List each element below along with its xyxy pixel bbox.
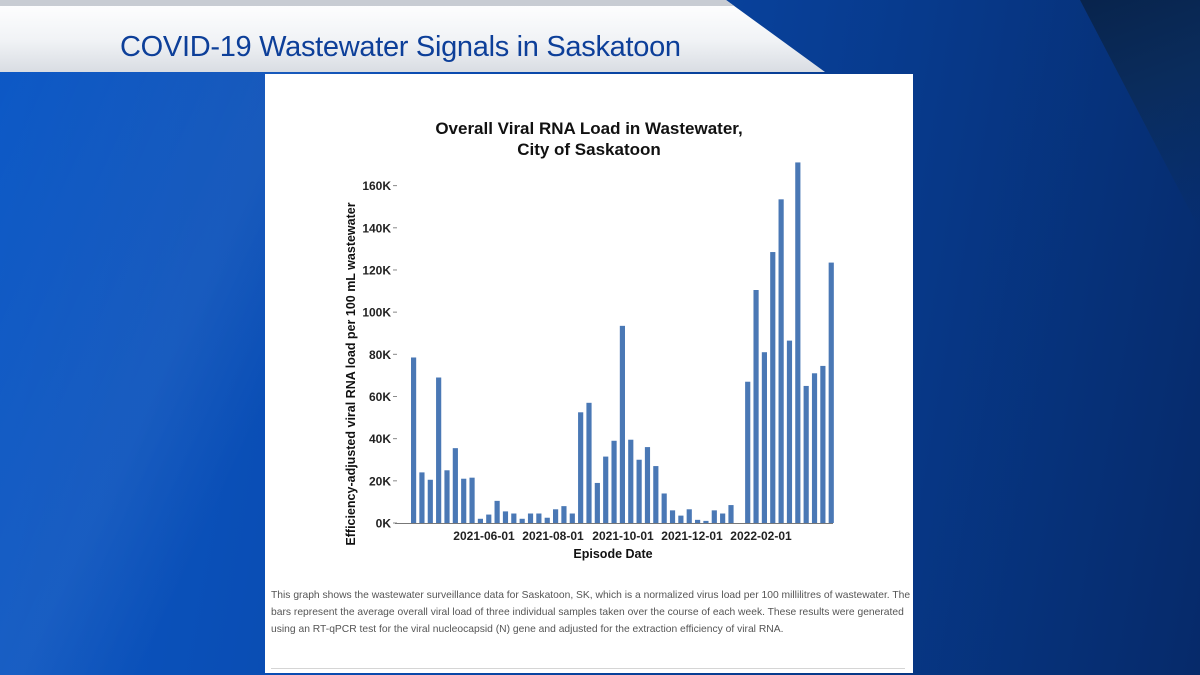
bar-13 <box>519 518 525 523</box>
bar-26 <box>628 439 634 523</box>
bar-38 <box>728 505 734 523</box>
bar-34 <box>695 519 701 523</box>
bar-7 <box>469 477 475 523</box>
bar-14 <box>527 513 534 523</box>
y-tick-label-0: 0K <box>376 517 392 531</box>
bar-5 <box>452 448 458 523</box>
bar-3 <box>436 377 442 523</box>
bar-48 <box>811 373 818 523</box>
bar-27 <box>636 459 642 523</box>
bar-17 <box>553 509 559 523</box>
bar-50 <box>828 262 834 523</box>
bar-28 <box>644 447 651 523</box>
y-tick-label-3: 60K <box>369 390 391 404</box>
bar-24 <box>611 440 617 523</box>
bar-42 <box>761 352 767 523</box>
bar-11 <box>502 511 509 523</box>
bar-2 <box>427 479 433 523</box>
bars-group <box>411 162 834 524</box>
bar-41 <box>753 290 759 523</box>
bar-32 <box>678 515 684 523</box>
bar-0 <box>411 357 417 523</box>
x-tick-label-1: 2021-08-01 <box>522 529 584 543</box>
chart-panel: Overall Viral RNA Load in Wastewater, Ci… <box>265 74 913 673</box>
y-tick-label-2: 40K <box>369 432 391 446</box>
bar-25 <box>619 325 625 523</box>
bar-33 <box>686 509 692 523</box>
bar-29 <box>653 466 659 523</box>
bar-20 <box>578 412 584 523</box>
bar-12 <box>511 513 517 523</box>
x-tick-label-3: 2021-12-01 <box>661 529 723 543</box>
chart-title: Overall Viral RNA Load in Wastewater, Ci… <box>265 118 913 160</box>
page-title: COVID-19 Wastewater Signals in Saskatoon <box>120 31 681 63</box>
x-axis: 2021-06-01 2021-08-01 2021-10-01 2021-12-01… <box>395 523 833 543</box>
bar-31 <box>669 510 676 523</box>
bar-40 <box>745 381 751 523</box>
bar-44 <box>778 199 784 523</box>
y-tick-label-7: 140K <box>362 221 391 235</box>
bar-21 <box>586 402 592 523</box>
y-tick-label-5: 100K <box>362 306 391 320</box>
bar-1 <box>419 472 425 523</box>
bar-35 <box>703 520 709 523</box>
bar-19 <box>569 513 575 523</box>
y-tick-label-4: 80K <box>369 348 391 362</box>
x-axis-label: Episode Date <box>573 547 652 561</box>
bar-15 <box>536 513 542 523</box>
bar-49 <box>820 365 826 523</box>
bar-16 <box>544 517 550 523</box>
bar-36 <box>711 510 717 523</box>
x-tick-label-0: 2021-06-01 <box>453 529 515 543</box>
bar-4 <box>444 470 450 523</box>
chart-caption: This graph shows the wastewater surveill… <box>271 590 911 635</box>
chart-title-line1: Overall Viral RNA Load in Wastewater, <box>435 119 743 138</box>
caption-divider <box>271 668 905 669</box>
title-bar <box>0 0 825 72</box>
bar-30 <box>661 493 667 523</box>
bar-43 <box>770 252 776 524</box>
bar-45 <box>786 340 793 523</box>
title-bar-accent <box>0 0 825 6</box>
bar-9 <box>486 514 492 523</box>
bar-6 <box>461 478 467 523</box>
bar-18 <box>561 506 567 523</box>
bar-37 <box>720 513 726 523</box>
bar-chart: 0K 20K 40K 60K 80K 100K 120K 140K 160K 2021-06-0… <box>344 162 834 561</box>
y-tick-label-1: 20K <box>369 474 391 488</box>
x-tick-label-2: 2021-10-01 <box>592 529 654 543</box>
chart-title-line2: City of Saskatoon <box>517 140 661 159</box>
bar-10 <box>494 500 500 523</box>
y-axis-label: Efficiency-adjusted viral RNA load per 1… <box>344 202 358 545</box>
y-tick-label-8: 160K <box>362 179 391 193</box>
bar-23 <box>603 456 609 523</box>
bar-22 <box>594 482 600 523</box>
bar-46 <box>795 162 801 523</box>
y-tick-label-6: 120K <box>362 263 391 277</box>
bar-8 <box>477 518 483 523</box>
x-tick-label-4: 2022-02-01 <box>730 529 792 543</box>
bar-47 <box>803 385 809 523</box>
y-axis: 0K 20K 40K 60K 80K 100K 120K 140K 160K <box>362 179 397 531</box>
